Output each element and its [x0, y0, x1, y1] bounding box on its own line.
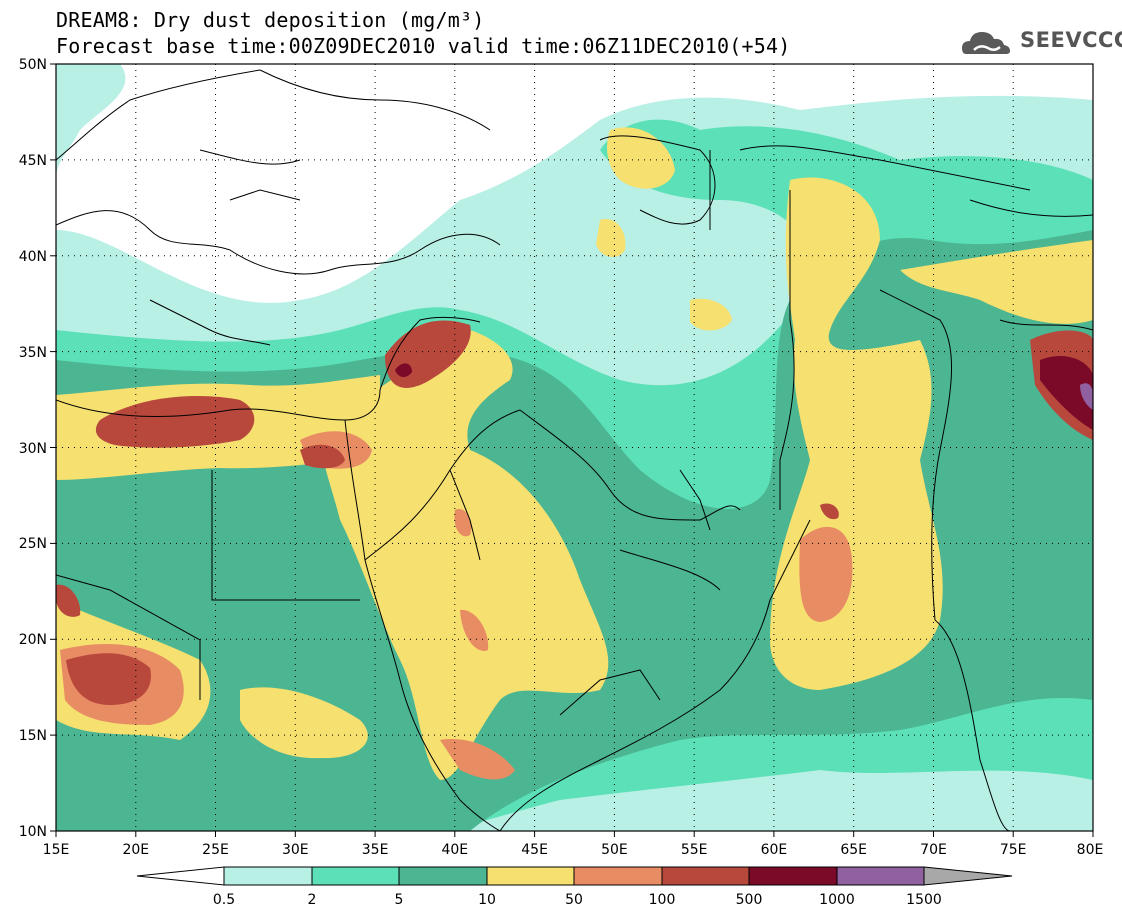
colorbar-swatch	[398, 866, 488, 886]
lon-label: 20E	[122, 842, 149, 858]
tick-marks	[50, 63, 1094, 837]
colorbar-label: 100	[649, 892, 676, 908]
colorbar-label: 500	[736, 892, 763, 908]
lon-label: 25E	[202, 842, 229, 858]
colorbar-swatch	[223, 866, 313, 886]
colorbar-label: 5	[395, 892, 404, 908]
grid-lines	[56, 64, 1093, 831]
lat-label: 50N	[19, 57, 47, 73]
dust-field	[56, 64, 1093, 831]
lon-label: 75E	[1000, 842, 1027, 858]
map-subtitle: Forecast base time:00Z09DEC2010 valid ti…	[56, 34, 791, 58]
cloud-logo-icon	[962, 32, 1010, 54]
lat-label: 15N	[19, 728, 47, 744]
lon-label: 45E	[521, 842, 548, 858]
lon-label: 40E	[441, 842, 468, 858]
country-borders	[56, 69, 1093, 831]
lat-label: 25N	[19, 536, 47, 552]
colorbar-label: 1500	[906, 892, 942, 908]
colorbar-swatch	[661, 866, 750, 886]
map-title: DREAM8: Dry dust deposition (mg/m³)	[56, 8, 485, 32]
lon-label: 60E	[761, 842, 788, 858]
colorbar-label: 1000	[819, 892, 855, 908]
colorbar-label: 50	[565, 892, 583, 908]
colorbar-swatch	[573, 866, 663, 886]
colorbar-label: 2	[308, 892, 317, 908]
colorbar-high-arrow	[923, 866, 1013, 886]
latitude-labels: 50N 45N 40N 35N 30N 25N 20N 15N 10N	[19, 57, 47, 840]
colorbar-swatch	[836, 866, 925, 886]
lon-label: 30E	[282, 842, 309, 858]
lon-label: 65E	[840, 842, 867, 858]
lon-label: 70E	[920, 842, 947, 858]
colorbar-swatch	[486, 866, 575, 886]
colorbar-label: 10	[478, 892, 496, 908]
colorbar-swatch	[311, 866, 400, 886]
colorbar-low-arrow	[136, 866, 225, 886]
lon-label: 55E	[681, 842, 708, 858]
lat-label: 20N	[19, 632, 47, 648]
colorbar-label: 0.5	[213, 892, 235, 908]
lon-label: 50E	[601, 842, 628, 858]
colorbar-labels: 0.5 2 5 10 50 100 500 1000 1500	[213, 892, 942, 908]
lon-label: 80E	[1077, 842, 1104, 858]
lat-label: 30N	[19, 441, 47, 457]
lat-label: 40N	[19, 249, 47, 265]
colorbar	[136, 866, 1013, 886]
lon-label: 35E	[362, 842, 389, 858]
lon-label: 15E	[43, 842, 70, 858]
colorbar-swatch	[748, 866, 838, 886]
logo-text: SEEVCCC	[1020, 28, 1122, 52]
lat-label: 10N	[19, 824, 47, 840]
lat-label: 45N	[19, 153, 47, 169]
longitude-labels: 15E 20E 25E 30E 35E 40E 45E 50E 55E 60E …	[43, 842, 1104, 858]
lat-label: 35N	[19, 345, 47, 361]
